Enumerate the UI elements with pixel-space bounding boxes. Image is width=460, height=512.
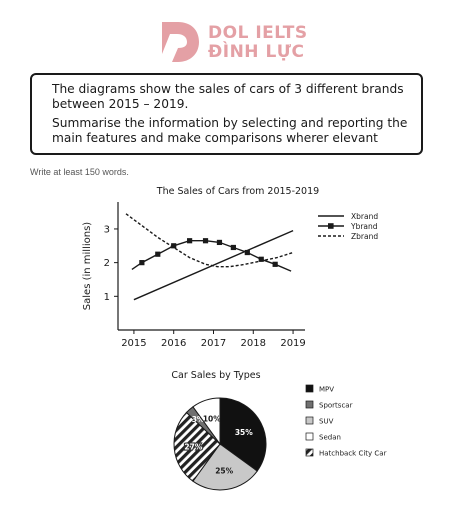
line-chart-title: The Sales of Cars from 2015-2019 xyxy=(156,186,319,197)
charts-canvas: The Sales of Cars from 2015-2019 1 2 3 2015 2… xyxy=(82,186,387,491)
pie-legend-label-suv: SUV xyxy=(319,418,334,426)
pie-slice-sedan xyxy=(192,397,221,446)
series-point-ybrand xyxy=(272,261,278,267)
pie-legend-label-sportscar: Sportscar xyxy=(319,402,353,410)
pie-legend-swatch-suv xyxy=(305,416,314,425)
series-point-ybrand xyxy=(171,243,177,249)
series-point-ybrand xyxy=(202,238,209,244)
series-point-ybrand xyxy=(230,244,236,251)
word-count-note: Write at least 150 words. xyxy=(30,167,129,177)
series-line-zbrand xyxy=(125,213,294,268)
task-prompt-box: The diagrams show the sales of cars of 3… xyxy=(30,73,423,155)
prompt-line1: The diagrams show the sales of cars of 3… xyxy=(52,82,404,111)
x-tick-label: 2019 xyxy=(280,338,305,349)
pie-chart-title: Car Sales by Types xyxy=(171,370,260,381)
logo-mark-icon xyxy=(162,22,199,62)
x-tick-label: 2017 xyxy=(201,338,226,349)
y-tick-label: 3 xyxy=(104,224,110,235)
legend-label-ybrand: Ybrand xyxy=(350,222,378,231)
legend-label-xbrand: Xbrand xyxy=(351,212,378,221)
series-point-ybrand xyxy=(155,251,161,257)
line-chart: The Sales of Cars from 2015-2019 1 2 3 2015 2… xyxy=(82,186,378,349)
logo-line2: ĐÌNH LỰC xyxy=(208,42,305,62)
pie-legend-swatch-mpv xyxy=(305,384,314,393)
pie-label-sportscar: 3% xyxy=(192,415,205,424)
y-tick-label: 1 xyxy=(104,292,110,303)
logo-text: DOL IELTS ĐÌNH LỰC xyxy=(208,24,308,62)
legend-marker-ybrand xyxy=(328,223,334,229)
pie-legend-label-sedan: Sedan xyxy=(319,434,341,442)
logo: DOL IELTS ĐÌNH LỰC xyxy=(156,18,326,68)
logo-line1: DOL IELTS xyxy=(208,23,308,43)
pie-legend-label-hatchback-city-car: Hatchback City Car xyxy=(319,450,387,458)
series-point-ybrand xyxy=(187,238,193,244)
pie-slice-suv xyxy=(192,443,258,491)
pie-label-hatchback-city-car: 27% xyxy=(184,443,202,452)
pie-label-mpv: 35% xyxy=(235,428,253,437)
legend-label-zbrand: Zbrand xyxy=(351,232,378,241)
pie-label-sedan: 10% xyxy=(203,415,221,424)
pie-legend-swatch-hatchback-city-car xyxy=(305,448,314,457)
series-point-ybrand xyxy=(139,260,145,266)
y-tick-label: 2 xyxy=(104,258,110,269)
x-tick-label: 2018 xyxy=(241,338,266,349)
prompt-line2: Summarise the information by selecting a… xyxy=(52,116,408,145)
pie-legend-swatch-sedan xyxy=(305,432,314,441)
pie-slice-mpv xyxy=(219,397,267,472)
x-tick-label: 2015 xyxy=(121,338,146,349)
series-point-ybrand xyxy=(258,256,264,262)
series-line-xbrand xyxy=(133,229,294,301)
series-point-ybrand xyxy=(216,239,223,246)
pie-slice-hatchback-city-car xyxy=(173,411,221,482)
pie-legend-label-mpv: MPV xyxy=(319,386,334,394)
x-tick-label: 2016 xyxy=(161,338,186,349)
pie-legend-swatch-sportscar xyxy=(305,400,314,409)
pie-label-suv: 25% xyxy=(215,466,233,475)
pie-chart: Car Sales by Types 35% 25% 27% 3%10% MPV Sport… xyxy=(171,370,387,491)
series-point-ybrand xyxy=(244,249,250,256)
y-axis-label: Sales (in millions) xyxy=(82,222,93,311)
